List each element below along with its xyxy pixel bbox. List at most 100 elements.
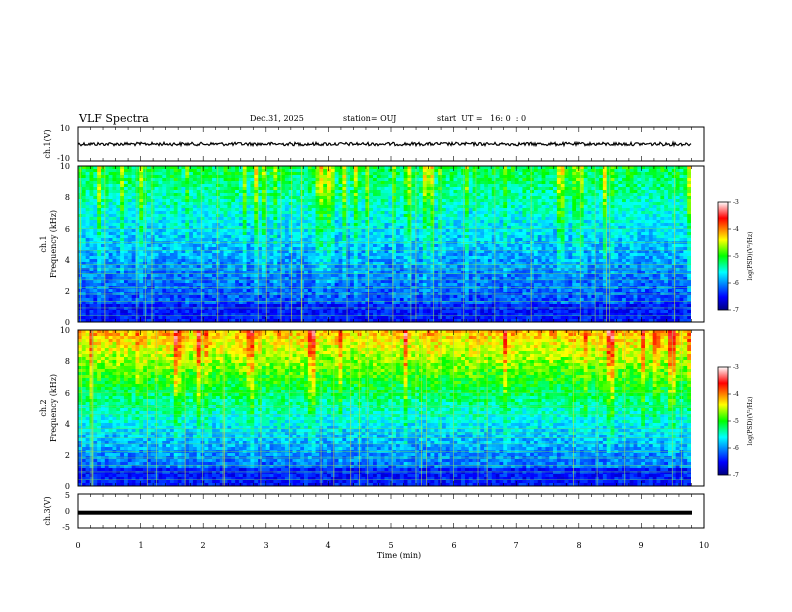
spectrogram-cell xyxy=(652,178,657,182)
spectrogram-cell xyxy=(300,223,305,227)
spectrogram-cell xyxy=(660,202,665,206)
spectrogram-cell xyxy=(196,214,201,218)
spectrogram-cell xyxy=(311,214,316,218)
spectrogram-cell xyxy=(533,229,539,233)
spectrogram-cell xyxy=(499,238,504,242)
spectrogram-cell xyxy=(480,202,485,206)
spectrogram-cell xyxy=(560,214,565,218)
spectrogram-cell xyxy=(311,187,316,191)
spectrogram-cell xyxy=(553,166,558,170)
spectrogram-cell xyxy=(664,220,669,224)
spectrogram-cell xyxy=(78,229,83,233)
spectrogram-cell xyxy=(426,229,431,233)
spectrogram-cell xyxy=(346,256,351,260)
spectrogram-cell xyxy=(668,217,673,221)
spectrogram-cell xyxy=(449,244,454,248)
spectrogram-cell xyxy=(169,253,175,257)
spectrogram-cell xyxy=(426,247,431,251)
spectrogram-cell xyxy=(361,211,366,215)
spectrogram-cell xyxy=(296,193,301,197)
spectrogram-cell xyxy=(434,223,439,227)
spectrogram-cell xyxy=(181,214,186,218)
spectrogram-cell xyxy=(353,220,358,224)
spectrogram-cell xyxy=(418,205,424,209)
spectrogram-cell xyxy=(384,247,389,251)
spectrogram-cell xyxy=(238,178,244,182)
spectrogram-cell xyxy=(100,205,106,209)
spectrogram-cell xyxy=(315,211,320,215)
spectrogram-cell xyxy=(438,226,443,230)
spectrogram-cell xyxy=(487,253,493,257)
spectrogram-cell xyxy=(610,181,615,185)
spectrogram-cell xyxy=(472,181,477,185)
spectrogram-cell xyxy=(518,229,523,233)
spectrogram-cell xyxy=(93,211,98,215)
spectrogram-cell xyxy=(261,232,267,236)
spectrogram-cell xyxy=(679,250,684,254)
spectrogram-cell xyxy=(150,238,155,242)
spectrogram-cell xyxy=(472,244,477,248)
spectrogram-cell xyxy=(530,244,535,248)
spectrogram-cell xyxy=(675,244,680,248)
spectrogram-cell xyxy=(595,187,600,191)
spectrogram-cell xyxy=(192,250,198,254)
spectrogram-cell xyxy=(166,256,171,260)
spectrogram-cell xyxy=(269,187,274,191)
spectrogram-cell xyxy=(311,199,316,203)
spectrogram-cell xyxy=(330,181,335,185)
spectrogram-cell xyxy=(158,208,163,212)
spectrogram-cell xyxy=(173,226,178,230)
spectrogram-cell xyxy=(392,187,397,191)
spectrogram-cell xyxy=(687,193,692,197)
spectrogram-cell xyxy=(503,169,508,173)
spectrogram-cell xyxy=(560,199,565,203)
spectrogram-cell xyxy=(671,193,676,197)
spectrogram-cell xyxy=(315,226,320,230)
spectrogram-cell xyxy=(261,211,267,215)
spectrogram-cell xyxy=(687,229,692,233)
spectrogram-cell xyxy=(338,226,343,230)
spectrogram-cell xyxy=(112,217,117,221)
spectrogram-cell xyxy=(123,208,129,212)
spectrogram-cell xyxy=(507,184,512,188)
spectrogram-cell xyxy=(625,172,630,176)
spectrogram-cell xyxy=(146,187,152,191)
spectrogram-cell xyxy=(625,220,630,224)
spectrogram-cell xyxy=(369,181,374,185)
spectrogram-cell xyxy=(246,214,251,218)
spectrogram-cell xyxy=(330,190,335,194)
spectrogram-cell xyxy=(449,196,454,200)
spectrogram-cell xyxy=(568,208,573,212)
spectrogram-cell xyxy=(518,205,523,209)
spectrogram-cell xyxy=(135,172,140,176)
spectrogram-cell xyxy=(392,244,397,248)
spectrogram-cell xyxy=(602,193,608,197)
spectrogram-cell xyxy=(227,238,232,242)
spectrogram-cell xyxy=(181,235,186,239)
spectrogram-cell xyxy=(212,184,217,188)
spectrogram-cell xyxy=(430,226,435,230)
spectrogram-cell xyxy=(200,190,205,194)
spectrogram-cell xyxy=(81,199,86,203)
spectrogram-cell xyxy=(507,235,512,239)
spectrogram-cell xyxy=(392,220,397,224)
spectrogram-cell xyxy=(154,181,159,185)
spectrogram-cell xyxy=(606,232,611,236)
spectrogram-cell xyxy=(131,166,136,170)
spectrogram-cell xyxy=(108,202,113,206)
spectrogram-cell xyxy=(288,169,293,173)
spectrogram-cell xyxy=(541,247,546,251)
spectrogram-cell xyxy=(457,235,462,239)
spectrogram-cell xyxy=(162,166,167,170)
spectrogram-cell xyxy=(476,253,481,257)
spectrogram-cell xyxy=(269,229,274,233)
spectrogram-cell xyxy=(380,250,385,254)
spectrogram-cell xyxy=(595,205,600,209)
spectrogram-cell xyxy=(284,226,290,230)
spectrogram-cell xyxy=(418,190,424,194)
spectrogram-cell xyxy=(254,235,259,239)
spectrogram-cell xyxy=(373,175,378,179)
spectrogram-cell xyxy=(319,184,324,188)
spectrogram-cell xyxy=(514,172,519,176)
spectrogram-cell xyxy=(560,181,565,185)
